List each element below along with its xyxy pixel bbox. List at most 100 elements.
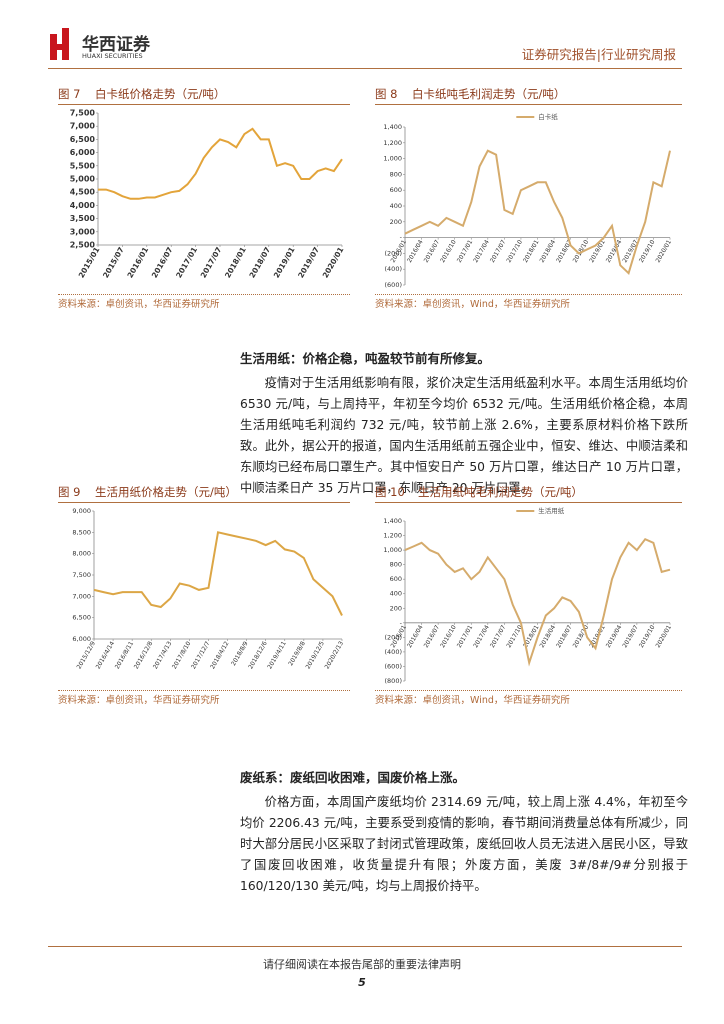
y-tick-label: 8,500 — [72, 528, 91, 536]
y-tick-label: 200 — [390, 604, 402, 612]
x-tick-label: 2016/12/8 — [133, 640, 155, 670]
y-tick-label: 800 — [390, 170, 402, 178]
paragraph: 价格方面，本周国产废纸均价 2314.69 元/吨，较上周上涨 4.4%，年初至… — [240, 795, 688, 893]
line-series — [98, 127, 343, 200]
y-tick-label: 7,000 — [70, 122, 96, 131]
chart: 1,400 1,200 1,000 800 600 400 200 - (200) (400) (6… — [383, 112, 674, 289]
figure-rule — [58, 690, 350, 691]
figure-rule — [375, 104, 682, 105]
source: 资料来源：卓创资讯，Wind，华西证券研究所 — [375, 299, 570, 310]
y-tick-label: (400) — [385, 648, 402, 656]
y-tick-label: (800) — [385, 677, 402, 685]
x-tick-label: 2018/4/12 — [209, 640, 231, 670]
x-tick-label: 2018/8/9 — [230, 640, 250, 667]
source: 资料来源：卓创资讯，Wind，华西证券研究所 — [375, 695, 570, 706]
report-type: 证券研究报告|行业研究周报 — [521, 47, 676, 62]
y-tick-label: 600 — [390, 186, 402, 194]
x-tick-label: 2018/01 — [223, 246, 248, 280]
legend-label: 生活用纸 — [538, 506, 565, 515]
source: 资料来源：卓创资讯，华西证券研究所 — [58, 695, 220, 706]
x-tick-label: 2020/01 — [321, 246, 346, 280]
x-tick-label: 2017/12/7 — [190, 640, 212, 670]
figure-rule — [375, 294, 682, 295]
figure-label: 图 9 — [58, 485, 81, 499]
y-tick-label: 4,500 — [70, 188, 96, 197]
figure-label: 图 10 — [375, 485, 405, 499]
chart: 2,500 3,000 3,500 4,000 4,500 5,000 5,500 6,000… — [70, 109, 346, 280]
y-tick-label: 1,400 — [383, 517, 402, 525]
x-tick-label: 2019/07 — [296, 246, 321, 280]
figure-title: 生活用纸吨毛利润走势（元/吨） — [418, 485, 583, 499]
y-tick-label: 1,400 — [383, 123, 402, 131]
y-tick-label: 200 — [390, 218, 402, 226]
y-tick-label: 400 — [390, 202, 402, 210]
y-tick-label: (600) — [385, 281, 402, 289]
x-tick-label: 2018/07 — [247, 246, 272, 280]
y-tick-label: 6,000 — [70, 148, 96, 157]
figure-rule — [375, 690, 682, 691]
y-tick-label: 600 — [390, 575, 402, 583]
y-tick-label: 5,500 — [70, 161, 96, 170]
x-tick-label: 2017/07 — [199, 246, 224, 280]
y-tick-label: (200) — [385, 249, 402, 257]
header-rule — [48, 68, 682, 69]
x-tick-label: 2020/2/13 — [324, 640, 346, 670]
source: 资料来源：卓创资讯，华西证券研究所 — [58, 299, 220, 310]
figure-rule — [58, 104, 350, 105]
x-tick-label: 2017/4/13 — [152, 640, 174, 670]
x-tick-label: 2015/12/9 — [76, 640, 98, 670]
figure-rule — [58, 294, 350, 295]
y-tick-label: - — [400, 619, 403, 627]
y-tick-label: 6,000 — [72, 635, 91, 643]
y-tick-label: 7,500 — [72, 571, 91, 579]
line-series — [404, 537, 671, 667]
x-tick-label: 2019/8/8 — [287, 640, 307, 667]
y-tick-label: 1,000 — [383, 546, 402, 554]
x-tick-label: 2017/01 — [174, 246, 199, 280]
y-tick-label: 9,000 — [72, 507, 91, 515]
y-tick-label: 1,200 — [383, 532, 402, 540]
x-tick-label: 2020/01 — [655, 239, 674, 264]
y-tick-label: 6,500 — [70, 135, 96, 144]
x-tick-label: 2017/8/10 — [171, 640, 193, 670]
x-tick-label: 2016/01 — [125, 246, 150, 280]
footer-rule — [48, 946, 682, 947]
y-tick-label: 400 — [390, 590, 402, 598]
y-tick-label: 3,000 — [70, 227, 96, 236]
x-tick-label: 2020/01 — [655, 624, 674, 649]
figure-label: 图 8 — [375, 87, 398, 101]
chart: 6,000 6,500 7,000 7,500 8,000 8,500 9,000 2015/… — [72, 507, 346, 670]
y-tick-label: 800 — [390, 561, 402, 569]
line-series — [404, 149, 671, 276]
figure-rule — [375, 502, 682, 503]
figure-rule — [58, 502, 350, 503]
x-tick-label: 2019/4/11 — [266, 640, 288, 670]
figure-title: 生活用纸价格走势（元/吨） — [95, 485, 237, 499]
x-tick-label: 2016/8/11 — [114, 640, 136, 670]
y-tick-label: (200) — [385, 633, 402, 641]
brand: 华西证券 — [82, 35, 150, 55]
figure-label: 图 7 — [58, 87, 81, 101]
x-tick-label: 2019/01 — [272, 246, 297, 280]
x-tick-label: 2018/12/6 — [247, 640, 269, 670]
x-tick-label: 2016/4/14 — [95, 640, 117, 670]
x-tick-label: 2019/12/5 — [305, 640, 327, 670]
figure-title: 白卡纸吨毛利润走势（元/吨） — [412, 87, 566, 101]
line-series — [93, 531, 343, 616]
y-tick-label: 4,000 — [70, 201, 96, 210]
x-tick-label: 2015/01 — [77, 246, 102, 280]
x-tick-label: 2015/07 — [101, 246, 126, 280]
y-tick-label: 1,200 — [383, 139, 402, 147]
paragraph: 疫情对于生活用纸影响有限，浆价决定生活用纸盈利水平。本周生活用纸均价 6530 … — [240, 376, 688, 495]
y-tick-label: (600) — [385, 662, 402, 670]
page-number: 5 — [358, 976, 366, 989]
x-tick-label: 2016/07 — [150, 246, 175, 280]
brand-en: HUAXI SECURITIES — [82, 52, 143, 60]
y-tick-label: 7,000 — [72, 592, 91, 600]
y-tick-label: 6,500 — [72, 614, 91, 622]
y-tick-label: 3,500 — [70, 214, 96, 223]
y-tick-label: (400) — [385, 265, 402, 273]
y-tick-label: 7,500 — [70, 109, 96, 118]
y-tick-label: 8,000 — [72, 550, 91, 558]
